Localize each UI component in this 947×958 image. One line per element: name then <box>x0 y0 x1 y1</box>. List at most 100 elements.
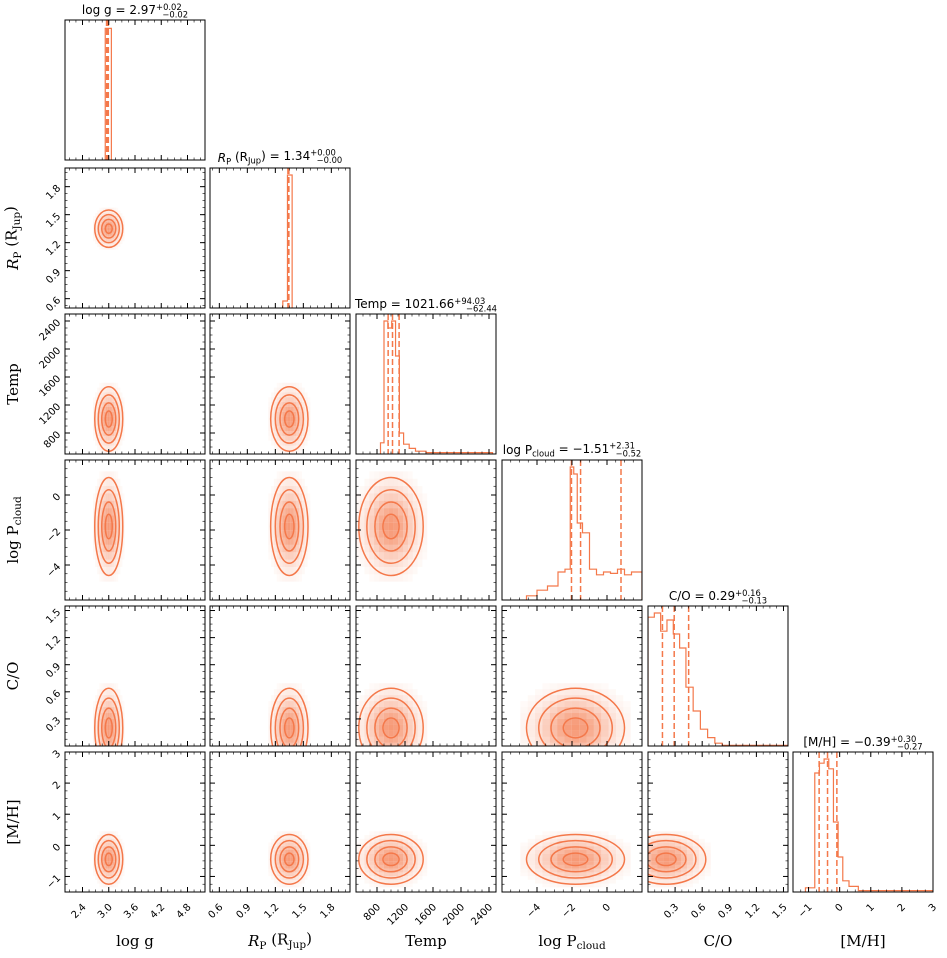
density-cell <box>651 879 658 884</box>
density-cell <box>114 838 117 843</box>
density-cell <box>116 861 119 865</box>
density-cell <box>359 718 365 725</box>
density-cell <box>422 850 428 854</box>
density-cell <box>107 232 110 236</box>
density-cell <box>388 493 394 501</box>
density-cell <box>422 846 428 850</box>
density-cell <box>615 730 624 737</box>
density-cell <box>398 736 404 743</box>
density-cell <box>304 552 308 560</box>
density-cell <box>114 213 117 217</box>
density-cell <box>407 838 413 843</box>
density-cell <box>97 537 100 545</box>
density-cell <box>301 872 305 877</box>
density-cell <box>103 872 106 877</box>
density-cell <box>586 861 594 865</box>
density-cell <box>407 730 413 737</box>
density-cell <box>118 440 121 446</box>
density-cell <box>114 241 117 245</box>
density-cell <box>116 552 119 560</box>
density-cell <box>111 406 114 412</box>
density-cell <box>383 742 389 746</box>
density-cell <box>393 718 399 725</box>
density-cell <box>296 838 300 843</box>
density-cell <box>378 838 384 843</box>
density-cell <box>359 724 365 731</box>
density-cell <box>276 416 280 422</box>
density-cell <box>686 883 693 888</box>
density-cell <box>586 689 594 696</box>
y-tick-label: −1 <box>45 873 63 891</box>
density-cell <box>398 522 404 531</box>
density-cell <box>304 537 308 545</box>
density-cell <box>276 730 280 737</box>
density-cell <box>407 842 413 847</box>
density-cell <box>594 767 601 773</box>
density-cell <box>282 435 286 441</box>
density-cell <box>669 853 676 858</box>
density-cell <box>285 835 288 839</box>
contour-level-4 <box>358 833 424 885</box>
density-cell <box>99 850 102 854</box>
density-cell <box>97 835 100 839</box>
density-cell <box>564 857 572 862</box>
density-cell <box>412 835 418 839</box>
density-cell <box>364 493 370 501</box>
density-cell <box>122 421 125 427</box>
density-cell <box>114 392 117 398</box>
density-cell <box>383 530 389 538</box>
contour-level-4 <box>648 833 707 885</box>
density-cell <box>282 861 286 865</box>
density-cell <box>403 883 408 888</box>
density-cell <box>417 872 423 877</box>
density-cell <box>99 559 102 567</box>
density-cell <box>593 724 602 731</box>
density-cell <box>109 478 112 487</box>
density-cell <box>109 689 112 696</box>
density-cell <box>356 857 360 862</box>
density-cell <box>369 574 375 582</box>
density-cell <box>120 508 123 516</box>
contour-level-4 <box>269 386 309 452</box>
density-cell <box>282 701 286 708</box>
density-cell <box>290 701 294 708</box>
contour-level-2 <box>279 707 300 746</box>
density-cell <box>120 755 122 761</box>
density-cell <box>97 244 100 247</box>
density-cell <box>393 761 398 767</box>
density-cell <box>403 544 408 553</box>
density-cell <box>648 868 652 873</box>
x-tick-label: −4 <box>525 902 543 920</box>
density-cell <box>527 850 536 854</box>
density-cell <box>276 864 280 869</box>
density-cell <box>118 431 121 436</box>
density-cell <box>105 406 108 412</box>
density-cell <box>301 478 305 487</box>
density-cell <box>276 838 280 843</box>
density-cell <box>111 552 114 560</box>
density-cell <box>107 230 110 233</box>
density-cell <box>369 522 375 531</box>
density-cell <box>101 876 104 880</box>
density-cell <box>383 861 389 865</box>
density-cell <box>93 431 96 436</box>
density-cell <box>364 707 370 714</box>
density-cell <box>109 227 112 231</box>
y-tick-label: 0.3 <box>44 715 63 734</box>
density-cell <box>378 713 384 719</box>
density-cell <box>93 861 96 865</box>
density-cell <box>111 392 114 398</box>
density-cell <box>549 713 558 719</box>
density-cell <box>374 767 379 773</box>
density-cell <box>279 724 283 731</box>
density-cell <box>296 431 300 436</box>
density-cell <box>99 883 102 888</box>
density-cell <box>120 397 123 403</box>
density-cell <box>564 883 572 888</box>
density-cell <box>557 730 565 737</box>
density-cell <box>97 879 100 884</box>
density-cell <box>623 842 631 847</box>
density-cell <box>103 221 106 225</box>
density-cell <box>393 530 399 538</box>
density-cell <box>364 566 370 575</box>
